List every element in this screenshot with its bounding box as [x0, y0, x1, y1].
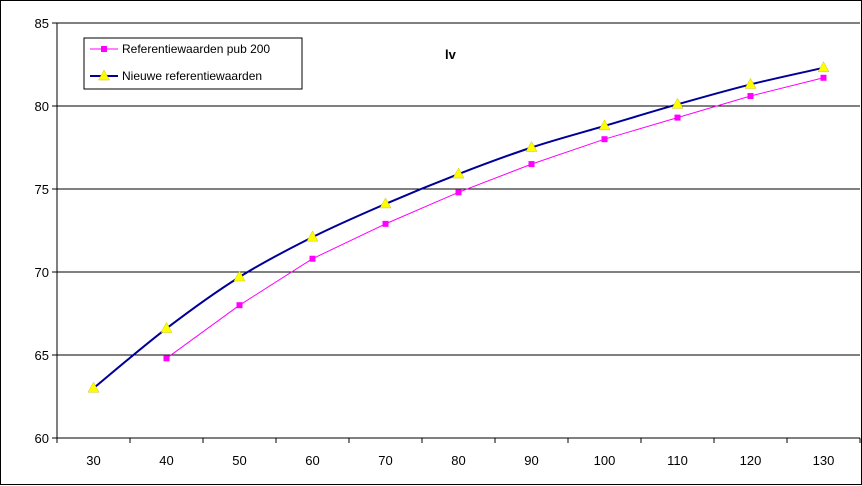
x-tick-label-120: 120 [740, 453, 762, 468]
y-tick-label-85: 85 [35, 16, 49, 31]
legend-label-series-2: Nieuwe referentiewaarden [122, 69, 262, 83]
x-tick-label-110: 110 [667, 453, 688, 468]
x-tick-label-60: 60 [305, 453, 319, 468]
series-1-point-80 [455, 189, 462, 196]
x-tick-labels: 30 40 50 60 70 80 90 100 110 120 130 [86, 453, 834, 468]
legend: Referentiewaarden pub 200 Nieuwe referen… [83, 37, 303, 90]
x-tick-label-70: 70 [378, 453, 392, 468]
series-2-point-110 [671, 97, 684, 109]
x-tick-label-30: 30 [86, 453, 100, 468]
series-2-point-80 [452, 167, 465, 179]
series-2-point-30 [87, 381, 100, 393]
legend-box [83, 37, 303, 90]
x-tick-label-90: 90 [524, 453, 538, 468]
gridlines [57, 22, 860, 356]
series-2-point-120 [744, 77, 757, 89]
chart-title: lv [445, 47, 457, 62]
y-tick-labels: 60 65 70 75 80 85 [35, 16, 49, 446]
legend-marker-series-2 [98, 69, 110, 81]
legend-label-series-1: Referentiewaarden pub 200 [122, 42, 270, 56]
series-1-point-110 [674, 114, 681, 121]
y-tick-label-60: 60 [35, 431, 49, 446]
y-tick-label-75: 75 [35, 182, 49, 197]
series-line-1 [166, 77, 824, 359]
series-2-point-40 [160, 321, 173, 333]
x-tick-label-50: 50 [232, 453, 246, 468]
x-tick-label-130: 130 [813, 453, 835, 468]
series-1-point-130 [820, 74, 827, 81]
series-group [87, 61, 830, 393]
legend-marker-series-1 [101, 46, 107, 52]
axes [52, 22, 861, 443]
series-2-point-90 [525, 140, 538, 152]
x-tick-label-100: 100 [594, 453, 616, 468]
series-2-point-100 [598, 119, 611, 131]
series-1-point-40 [163, 355, 170, 362]
x-tick-label-80: 80 [451, 453, 465, 468]
series-1-point-70 [382, 220, 389, 227]
series-1-point-100 [601, 136, 608, 143]
series-1-point-90 [528, 161, 535, 168]
series-1-point-60 [309, 255, 316, 262]
series-2-point-60 [306, 230, 319, 242]
series-2-point-70 [379, 197, 392, 209]
y-tick-label-70: 70 [35, 265, 49, 280]
y-tick-label-80: 80 [35, 99, 49, 114]
series-line-2 [92, 66, 824, 389]
x-tick-label-40: 40 [159, 453, 173, 468]
series-2-point-130 [817, 61, 830, 73]
series-2-point-50 [233, 270, 246, 282]
y-tick-label-65: 65 [35, 348, 49, 363]
series-1-point-120 [747, 93, 754, 100]
series-1-point-50 [236, 302, 243, 309]
